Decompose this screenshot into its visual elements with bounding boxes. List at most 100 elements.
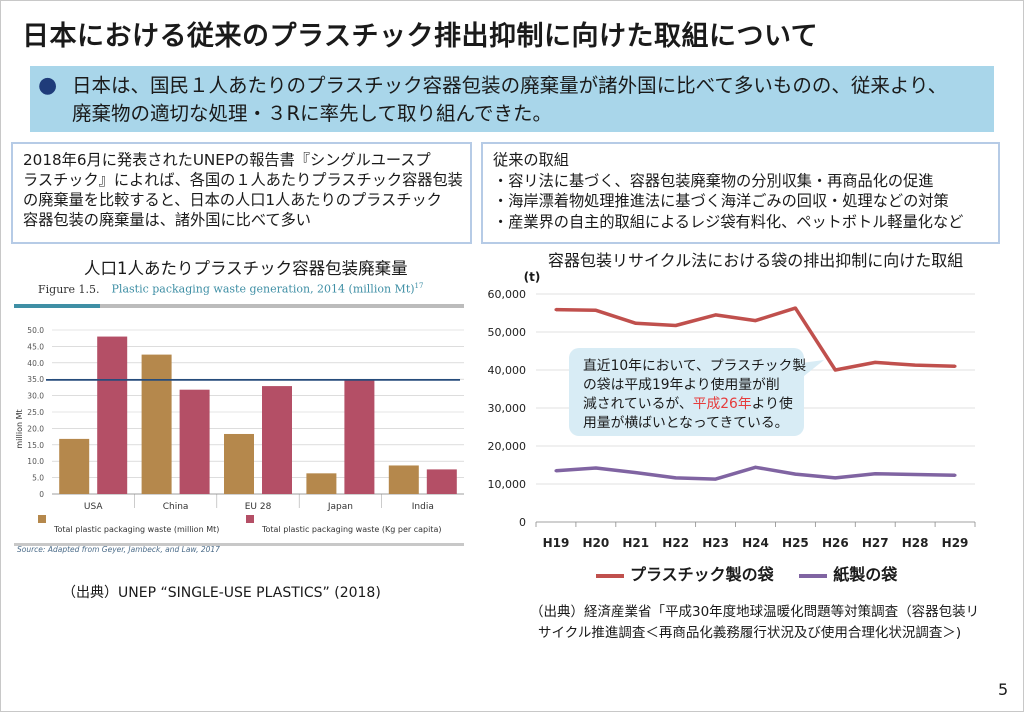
series-0-point: [953, 364, 957, 368]
bar-japan-s1: [344, 379, 375, 494]
line-x-tick-label: H25: [782, 536, 809, 550]
legend-swatch: [799, 573, 828, 578]
series-0-point: [634, 321, 638, 325]
bar-eu-28-s0: [224, 433, 254, 494]
series-1-point: [634, 471, 638, 475]
past-initiatives-text: 従来の取組 ・容リ法に基づく、容器包装廃棄物の分別収集・再商品化の促進 ・海岸漂…: [493, 150, 963, 232]
bar-y-tick-label: 50.0: [27, 326, 44, 335]
series-0-point: [873, 360, 877, 364]
initiative-item: ・産業界の自主的取組によるレジ袋有料化、ペットボトル軽量化など: [493, 212, 964, 231]
initiative-item: ・容リ法に基づく、容器包装廃棄物の分別収集・再商品化の促進: [493, 171, 934, 190]
right-citation: （出典）経済産業省「平成30年度地球温暖化問題等対策調査（容器包装リ サイクル推…: [530, 602, 979, 644]
figure-bottom-rule: [14, 543, 464, 546]
bar-x-tick-label: Japan: [327, 502, 353, 512]
line-y-tick-label: 10,000: [488, 478, 527, 491]
figure-rule: [100, 304, 464, 308]
series-0-point: [754, 319, 757, 323]
bar-usa-s0: [59, 438, 90, 494]
legend-item-paper: 紙製の袋: [799, 561, 897, 585]
series-1-point: [913, 473, 917, 476]
left-citation: （出典）UNEP “SINGLE-USE PLASTICS” (2018): [62, 585, 381, 601]
legend-item-plastic: プラスチック製の袋: [596, 561, 774, 585]
initiative-item: ・海岸漂着物処理推進法に基づく海洋ごみの回収・処理などの対策: [493, 192, 949, 210]
line-y-tick-label: 40,000: [488, 364, 527, 377]
line-y-tick-label: 50,000: [488, 326, 527, 339]
bar-china-s1: [179, 389, 210, 494]
unep-report-box: 2018年6月に発表されたUNEPの報告書『シングルユースプ ラスチック』によれ…: [11, 142, 472, 244]
bar-y-tick-label: 20.0: [27, 424, 44, 433]
bar-y-axis-label: million Mt: [15, 409, 24, 448]
bar-china-s0: [141, 354, 172, 494]
right-chart-heading: 容器包装リサイクル法における袋の排出抑制に向けた取組: [548, 251, 964, 270]
line-x-tick-label: H24: [742, 536, 769, 550]
left-chart-heading: 人口1人あたりプラスチック容器包装廃棄量: [84, 259, 408, 278]
summary-banner: ● 日本は、国民１人あたりのプラスチック容器包装の廃棄量が諸外国に比べて多いもの…: [30, 66, 994, 132]
unep-report-text: 2018年6月に発表されたUNEPの報告書『シングルユースプ ラスチック』によれ…: [23, 150, 463, 230]
callout-text: 直近10年において、プラスチック製 の袋は平成19年より使用量が削 減されている…: [583, 357, 806, 433]
series-1-point: [554, 469, 558, 473]
callout-highlight: 平成26年: [692, 396, 752, 412]
unep-line-4: 容器包装の廃棄量は、諸外国に比べて多い: [23, 211, 311, 229]
right-citation-line-1: （出典）経済産業省「平成30年度地球温暖化問題等対策調査（容器包装リ: [530, 604, 980, 620]
figure-caption-line: Figure 1.5. Plastic packaging waste gener…: [38, 282, 423, 296]
bar-y-tick-label: 5.0: [32, 474, 44, 483]
series-0-point: [554, 308, 558, 312]
bar-y-tick-label: 10.0: [27, 457, 44, 466]
bar-y-tick-label: 30.0: [27, 392, 44, 401]
line-x-tick-label: H28: [902, 536, 929, 550]
bar-y-tick-label: 35.0: [27, 375, 44, 384]
bar-india-s1: [426, 469, 457, 494]
summary-line-1: 日本は、国民１人あたりのプラスチック容器包装の廃棄量が諸外国に比べて多いものの、…: [72, 74, 948, 97]
callout-text-post: より使 用量が横ばいとなってきている。: [583, 396, 793, 431]
line-x-tick-label: H29: [942, 536, 969, 550]
line-x-tick-label: H26: [822, 536, 849, 550]
line-y-tick-label: 0: [519, 516, 526, 529]
slide-title: 日本における従来のプラスチック排出抑制に向けた取組について: [22, 21, 819, 52]
series-0-point: [594, 308, 598, 312]
bar-y-tick-label: 0: [39, 490, 44, 499]
series-1-point: [714, 477, 718, 481]
bar-x-tick-label: India: [412, 502, 434, 512]
figure-footnote: 17: [414, 282, 424, 290]
line-y-tick-label: 20,000: [488, 440, 527, 453]
page-number: 5: [998, 680, 1009, 699]
summary-text: 日本は、国民１人あたりのプラスチック容器包装の廃棄量が諸外国に比べて多いものの、…: [72, 72, 947, 128]
series-1-point: [674, 476, 678, 480]
legend-label: 紙製の袋: [833, 565, 898, 584]
figure-label: Figure 1.5.: [38, 282, 100, 296]
bar-y-tick-label: 15.0: [27, 441, 44, 450]
line-x-tick-label: H20: [582, 536, 609, 550]
unep-line-3: の廃棄量を比較すると、日本の人口1人あたりのプラスチック: [23, 191, 442, 209]
series-1-point: [793, 472, 797, 476]
bar-legend-swatch: [246, 515, 254, 523]
line-chart-legend: プラスチック製の袋 紙製の袋: [596, 561, 917, 585]
right-citation-line-2: サイクル推進調査＜再商品化義務履行状況及び使用合理化状況調査＞): [538, 625, 962, 641]
bar-japan-s0: [306, 473, 337, 494]
initiatives-heading: 従来の取組: [493, 151, 569, 169]
series-0-point: [793, 306, 797, 310]
bar-y-tick-label: 25.0: [27, 408, 44, 417]
series-0-point: [913, 363, 917, 367]
figure-caption: Plastic packaging waste generation, 2014…: [111, 282, 415, 296]
bar-legend-swatch: [38, 515, 46, 523]
legend-label: プラスチック製の袋: [630, 565, 774, 584]
line-y-axis-unit: (t): [524, 270, 541, 284]
bar-x-tick-label: USA: [84, 502, 103, 512]
bar-y-tick-label: 40.0: [27, 359, 44, 368]
packaging-waste-bar-chart: million Mt 0 5.0 10.0 15.0 20.0 25.0 30.0 35.0 4…: [14, 304, 464, 546]
line-x-tick-label: H21: [622, 536, 649, 550]
bar-x-tick-label: EU 28: [245, 502, 272, 512]
past-initiatives-box: 従来の取組 ・容リ法に基づく、容器包装廃棄物の分別収集・再商品化の促進 ・海岸漂…: [481, 142, 1000, 244]
series-0-point: [714, 313, 718, 317]
series-1-point: [873, 472, 877, 476]
callout-pointer: [794, 360, 824, 384]
bar-india-s0: [388, 465, 419, 494]
series-1-point: [953, 473, 957, 477]
bar-y-tick-label: 45.0: [27, 342, 44, 351]
line-y-tick-label: 60,000: [488, 288, 527, 301]
bar-legend-label: Total plastic packaging waste (million M…: [53, 525, 219, 534]
line-y-tick-label: 30,000: [488, 402, 527, 415]
summary-line-2: 廃棄物の適切な処理・３Rに率先して取り組んできた。: [72, 102, 552, 125]
legend-swatch: [596, 573, 624, 578]
unep-line-1: 2018年6月に発表されたUNEPの報告書『シングルユースプ: [23, 151, 431, 169]
